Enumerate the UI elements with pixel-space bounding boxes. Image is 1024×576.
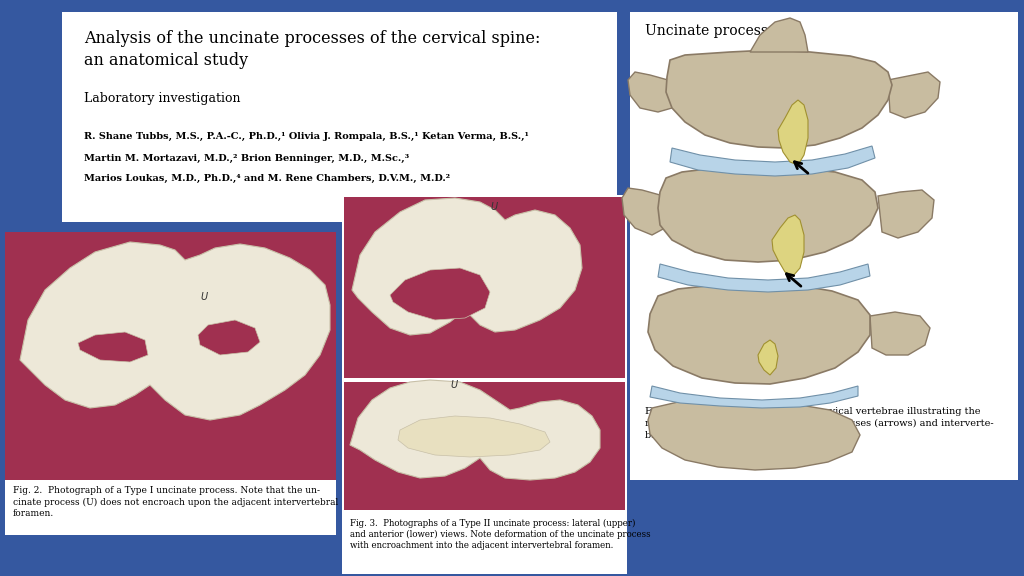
FancyBboxPatch shape (344, 382, 625, 510)
FancyBboxPatch shape (5, 232, 336, 480)
Text: U: U (490, 202, 497, 212)
Polygon shape (628, 72, 672, 112)
FancyBboxPatch shape (342, 195, 627, 574)
FancyBboxPatch shape (62, 12, 617, 222)
Polygon shape (20, 242, 330, 420)
Text: Uncinate process: Uncinate process (645, 24, 768, 38)
Polygon shape (758, 340, 778, 375)
Polygon shape (650, 386, 858, 408)
Text: Marios Loukas, M.D., Ph.D.,⁴ and M. Rene Chambers, D.V.M., M.D.²: Marios Loukas, M.D., Ph.D.,⁴ and M. Rene… (84, 174, 451, 183)
Polygon shape (390, 268, 490, 320)
Text: Martin M. Mortazavi, M.D.,² Brion Benninger, M.D., M.Sc.,³: Martin M. Mortazavi, M.D.,² Brion Bennin… (84, 154, 410, 163)
Polygon shape (658, 166, 878, 262)
Polygon shape (666, 50, 892, 148)
Polygon shape (78, 332, 148, 362)
Polygon shape (870, 312, 930, 355)
Polygon shape (350, 380, 600, 480)
FancyBboxPatch shape (630, 12, 1018, 480)
Text: U: U (200, 292, 207, 302)
Text: Fig. 2.  Photograph of a Type I uncinate process. Note that the un-
cinate proce: Fig. 2. Photograph of a Type I uncinate … (13, 486, 338, 518)
Polygon shape (648, 400, 860, 470)
Text: Laboratory investigation: Laboratory investigation (84, 92, 241, 105)
Polygon shape (198, 320, 260, 355)
Text: R. Shane Tubbs, M.S., P.A.-C., Ph.D.,¹ Olivia J. Rompala, B.S.,¹ Ketan Verma, B.: R. Shane Tubbs, M.S., P.A.-C., Ph.D.,¹ O… (84, 132, 528, 141)
Polygon shape (878, 190, 934, 238)
FancyBboxPatch shape (5, 232, 336, 535)
Polygon shape (670, 146, 874, 176)
Polygon shape (648, 283, 870, 384)
Text: Fig. 1.  Schematic drawing of the cervical vertebrae illustrating the
relationsh: Fig. 1. Schematic drawing of the cervica… (645, 407, 993, 439)
Polygon shape (622, 188, 665, 235)
Text: Fig. 3.  Photographs of a Type II uncinate process: lateral (upper)
and anterior: Fig. 3. Photographs of a Type II uncinat… (350, 519, 650, 551)
Text: Analysis of the uncinate processes of the cervical spine:
an anatomical study: Analysis of the uncinate processes of th… (84, 30, 541, 69)
Polygon shape (352, 198, 582, 335)
Polygon shape (658, 264, 870, 292)
Text: U: U (450, 380, 457, 390)
Polygon shape (398, 416, 550, 457)
Polygon shape (888, 72, 940, 118)
Polygon shape (772, 215, 804, 276)
Polygon shape (750, 18, 808, 52)
FancyBboxPatch shape (344, 197, 625, 378)
Polygon shape (778, 100, 808, 165)
